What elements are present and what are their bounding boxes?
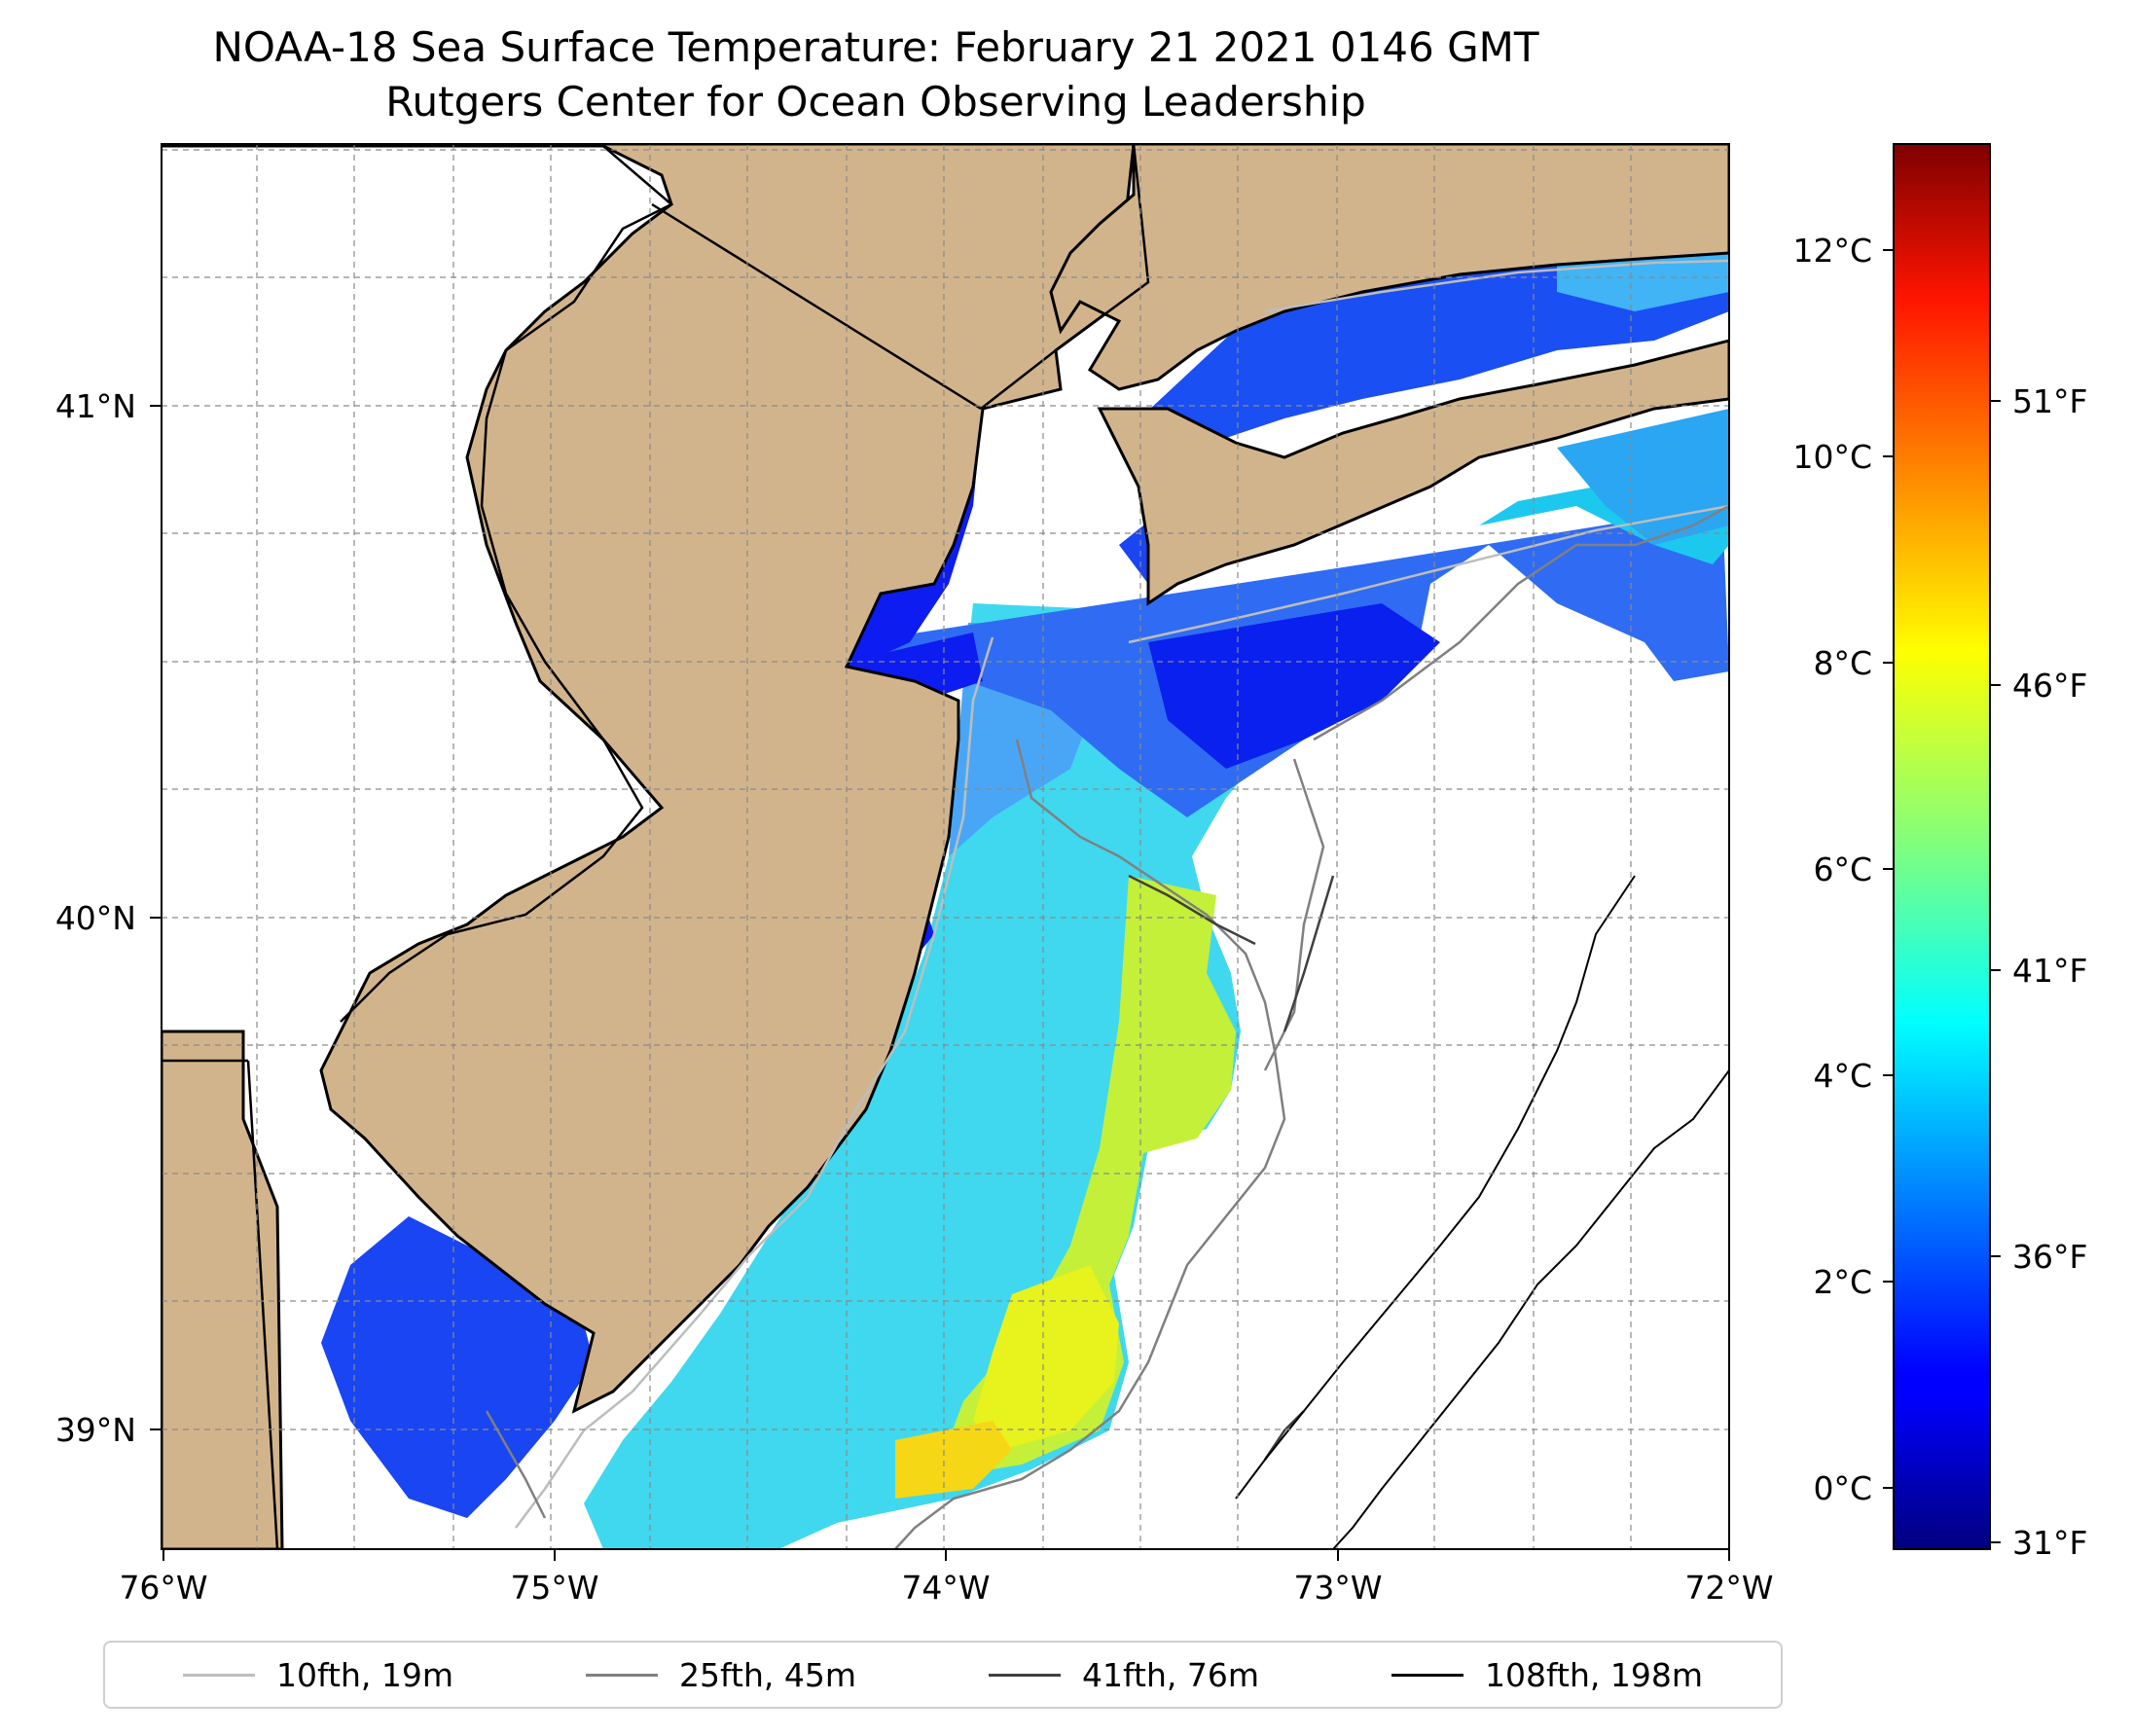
map-subtitle: Rutgers Center for Ocean Observing Leade… (385, 78, 1366, 126)
colorbar-fahrenheit-ticks (1990, 400, 2001, 1543)
y-tick-label: 39°N (55, 1411, 136, 1449)
colorbar (1893, 143, 1991, 1550)
legend-label: 41fth, 76m (1082, 1655, 1259, 1694)
colorbar-celsius-ticks (1883, 249, 1894, 1489)
celsius-tick-label: 10°C (1792, 438, 1872, 476)
legend-line-swatch (989, 1673, 1061, 1677)
x-tick-label: 74°W (901, 1569, 990, 1607)
fahrenheit-tick-label: 51°F (2012, 382, 2087, 420)
y-tick-label: 41°N (55, 387, 136, 425)
celsius-tick-label: 12°C (1792, 232, 1872, 270)
legend-entry-25fth: 25fth, 45m (586, 1656, 856, 1694)
celsius-tick-label: 2°C (1813, 1263, 1872, 1301)
celsius-tick-label: 8°C (1813, 644, 1872, 682)
x-tick-label: 73°W (1293, 1569, 1382, 1607)
graticule (162, 144, 1729, 1549)
celsius-tick-label: 4°C (1813, 1057, 1872, 1095)
legend-line-swatch (1391, 1673, 1463, 1677)
x-tick-label: 72°W (1684, 1569, 1773, 1607)
isobath-10fth (515, 259, 1729, 1529)
isobath-legend: 10fth, 19m 25fth, 45m 41fth, 76m 108fth,… (103, 1641, 1783, 1709)
isobath-41fth (1128, 874, 1335, 1461)
legend-label: 10fth, 19m (276, 1655, 453, 1694)
land-masses (162, 144, 1729, 1549)
legend-line-swatch (586, 1673, 658, 1677)
x-tick-label: 76°W (119, 1569, 207, 1607)
state-borders (162, 144, 1150, 1549)
legend-label: 25fth, 45m (679, 1655, 856, 1694)
legend-entry-10fth: 10fth, 19m (183, 1656, 453, 1694)
fahrenheit-tick-label: 31°F (2012, 1524, 2087, 1562)
y-tick-label: 40°N (55, 899, 136, 937)
legend-label: 108fth, 198m (1485, 1655, 1703, 1694)
legend-entry-108fth: 108fth, 198m (1391, 1656, 1703, 1694)
sst-field (321, 243, 1729, 1549)
map-panel (162, 144, 1729, 1549)
legend-line-swatch (183, 1673, 255, 1677)
fahrenheit-tick-label: 41°F (2012, 952, 2087, 990)
fahrenheit-tick-label: 46°F (2012, 667, 2087, 705)
x-tick-label: 75°W (510, 1569, 598, 1607)
fahrenheit-tick-label: 36°F (2012, 1238, 2087, 1276)
axis-ticks (150, 405, 1730, 1561)
celsius-tick-label: 0°C (1813, 1469, 1872, 1507)
map-title: NOAA-18 Sea Surface Temperature: Februar… (212, 23, 1539, 71)
celsius-tick-label: 6°C (1813, 850, 1872, 888)
isobath-108fth (1235, 875, 1729, 1549)
legend-entry-41fth: 41fth, 76m (989, 1656, 1259, 1694)
